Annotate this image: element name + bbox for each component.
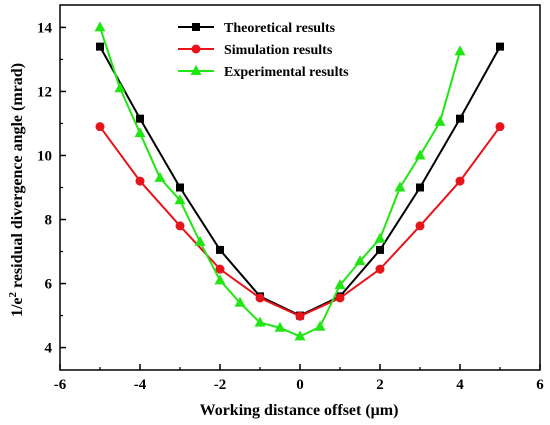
experimental-point: [374, 232, 386, 243]
experimental-point: [214, 274, 226, 285]
experimental-point: [314, 320, 326, 331]
x-axis: -6 -4 -2 0 2 4 6: [54, 364, 544, 393]
simulation-point: [95, 122, 105, 132]
experimental-point: [354, 255, 366, 266]
experimental-point: [434, 115, 446, 126]
simulation-point: [255, 293, 265, 303]
theoretical-point: [96, 42, 104, 51]
simulation-point: [415, 221, 425, 231]
x-tick-label: 6: [536, 377, 544, 393]
experimental-point: [194, 235, 206, 246]
experimental-point: [394, 181, 406, 192]
x-tick-label: 0: [296, 377, 304, 393]
theoretical-point: [216, 245, 224, 254]
simulation-line: [99, 126, 501, 318]
theoretical-point: [376, 245, 384, 254]
simulation-series: [95, 122, 505, 321]
x-tick-label: -4: [134, 377, 147, 393]
simulation-point: [175, 221, 185, 231]
simulation-point: [455, 176, 465, 186]
y-axis: 4 6 8 10 12 14: [37, 20, 66, 357]
experimental-point: [174, 194, 186, 205]
theoretical-point: [456, 114, 464, 123]
y-axis-title-rest: residual divergence angle (mrad): [9, 63, 26, 292]
theoretical-point: [136, 114, 144, 123]
x-tick-label: 2: [376, 377, 384, 393]
experimental-point: [414, 149, 426, 160]
theoretical-point: [176, 183, 184, 192]
y-tick-label: 14: [37, 20, 53, 36]
x-tick-label: -6: [54, 377, 67, 393]
experimental-point: [274, 321, 286, 332]
simulation-point: [295, 311, 305, 321]
y-tick-label: 12: [37, 84, 52, 100]
y-tick-label: 4: [45, 341, 53, 357]
experimental-point: [454, 45, 466, 56]
simulation-point: [375, 264, 385, 274]
simulation-point: [335, 293, 345, 303]
legend: Theoretical results Simulation results Exp…: [178, 21, 349, 80]
legend-label: Simulation results: [224, 43, 333, 58]
experimental-point: [234, 296, 246, 307]
legend-item-theoretical: Theoretical results: [178, 21, 336, 36]
y-tick-label: 8: [45, 213, 53, 229]
experimental-point: [154, 171, 166, 182]
legend-label: Experimental results: [224, 65, 349, 80]
simulation-point: [495, 122, 505, 132]
y-axis-title: 1/e2 residual divergence angle (mrad): [7, 63, 26, 317]
legend-item-experimental: Experimental results: [178, 65, 349, 80]
experimental-point: [94, 21, 106, 32]
experimental-point: [114, 82, 126, 93]
x-tick-label: 4: [456, 377, 464, 393]
theoretical-point: [416, 183, 424, 192]
x-tick-label: -2: [214, 377, 227, 393]
experimental-series: [94, 21, 466, 341]
legend-marker: [191, 44, 201, 54]
x-axis-title: Working distance offset (μm): [200, 402, 399, 419]
simulation-point: [135, 176, 145, 186]
experimental-point: [134, 127, 146, 138]
legend-marker: [190, 65, 202, 75]
legend-label: Theoretical results: [224, 21, 336, 36]
theoretical-point: [496, 42, 504, 51]
y-axis-title-superscript: 2: [7, 291, 19, 297]
y-tick-label: 6: [45, 277, 53, 293]
legend-marker: [192, 23, 200, 31]
y-tick-label: 10: [37, 148, 52, 164]
experimental-point: [254, 316, 266, 327]
legend-item-simulation: Simulation results: [178, 43, 333, 58]
experimental-point: [334, 279, 346, 290]
series-layer: [94, 21, 505, 341]
simulation-point: [215, 264, 225, 274]
experimental-point: [294, 330, 306, 341]
y-axis-title-main: 1/e: [9, 297, 26, 317]
